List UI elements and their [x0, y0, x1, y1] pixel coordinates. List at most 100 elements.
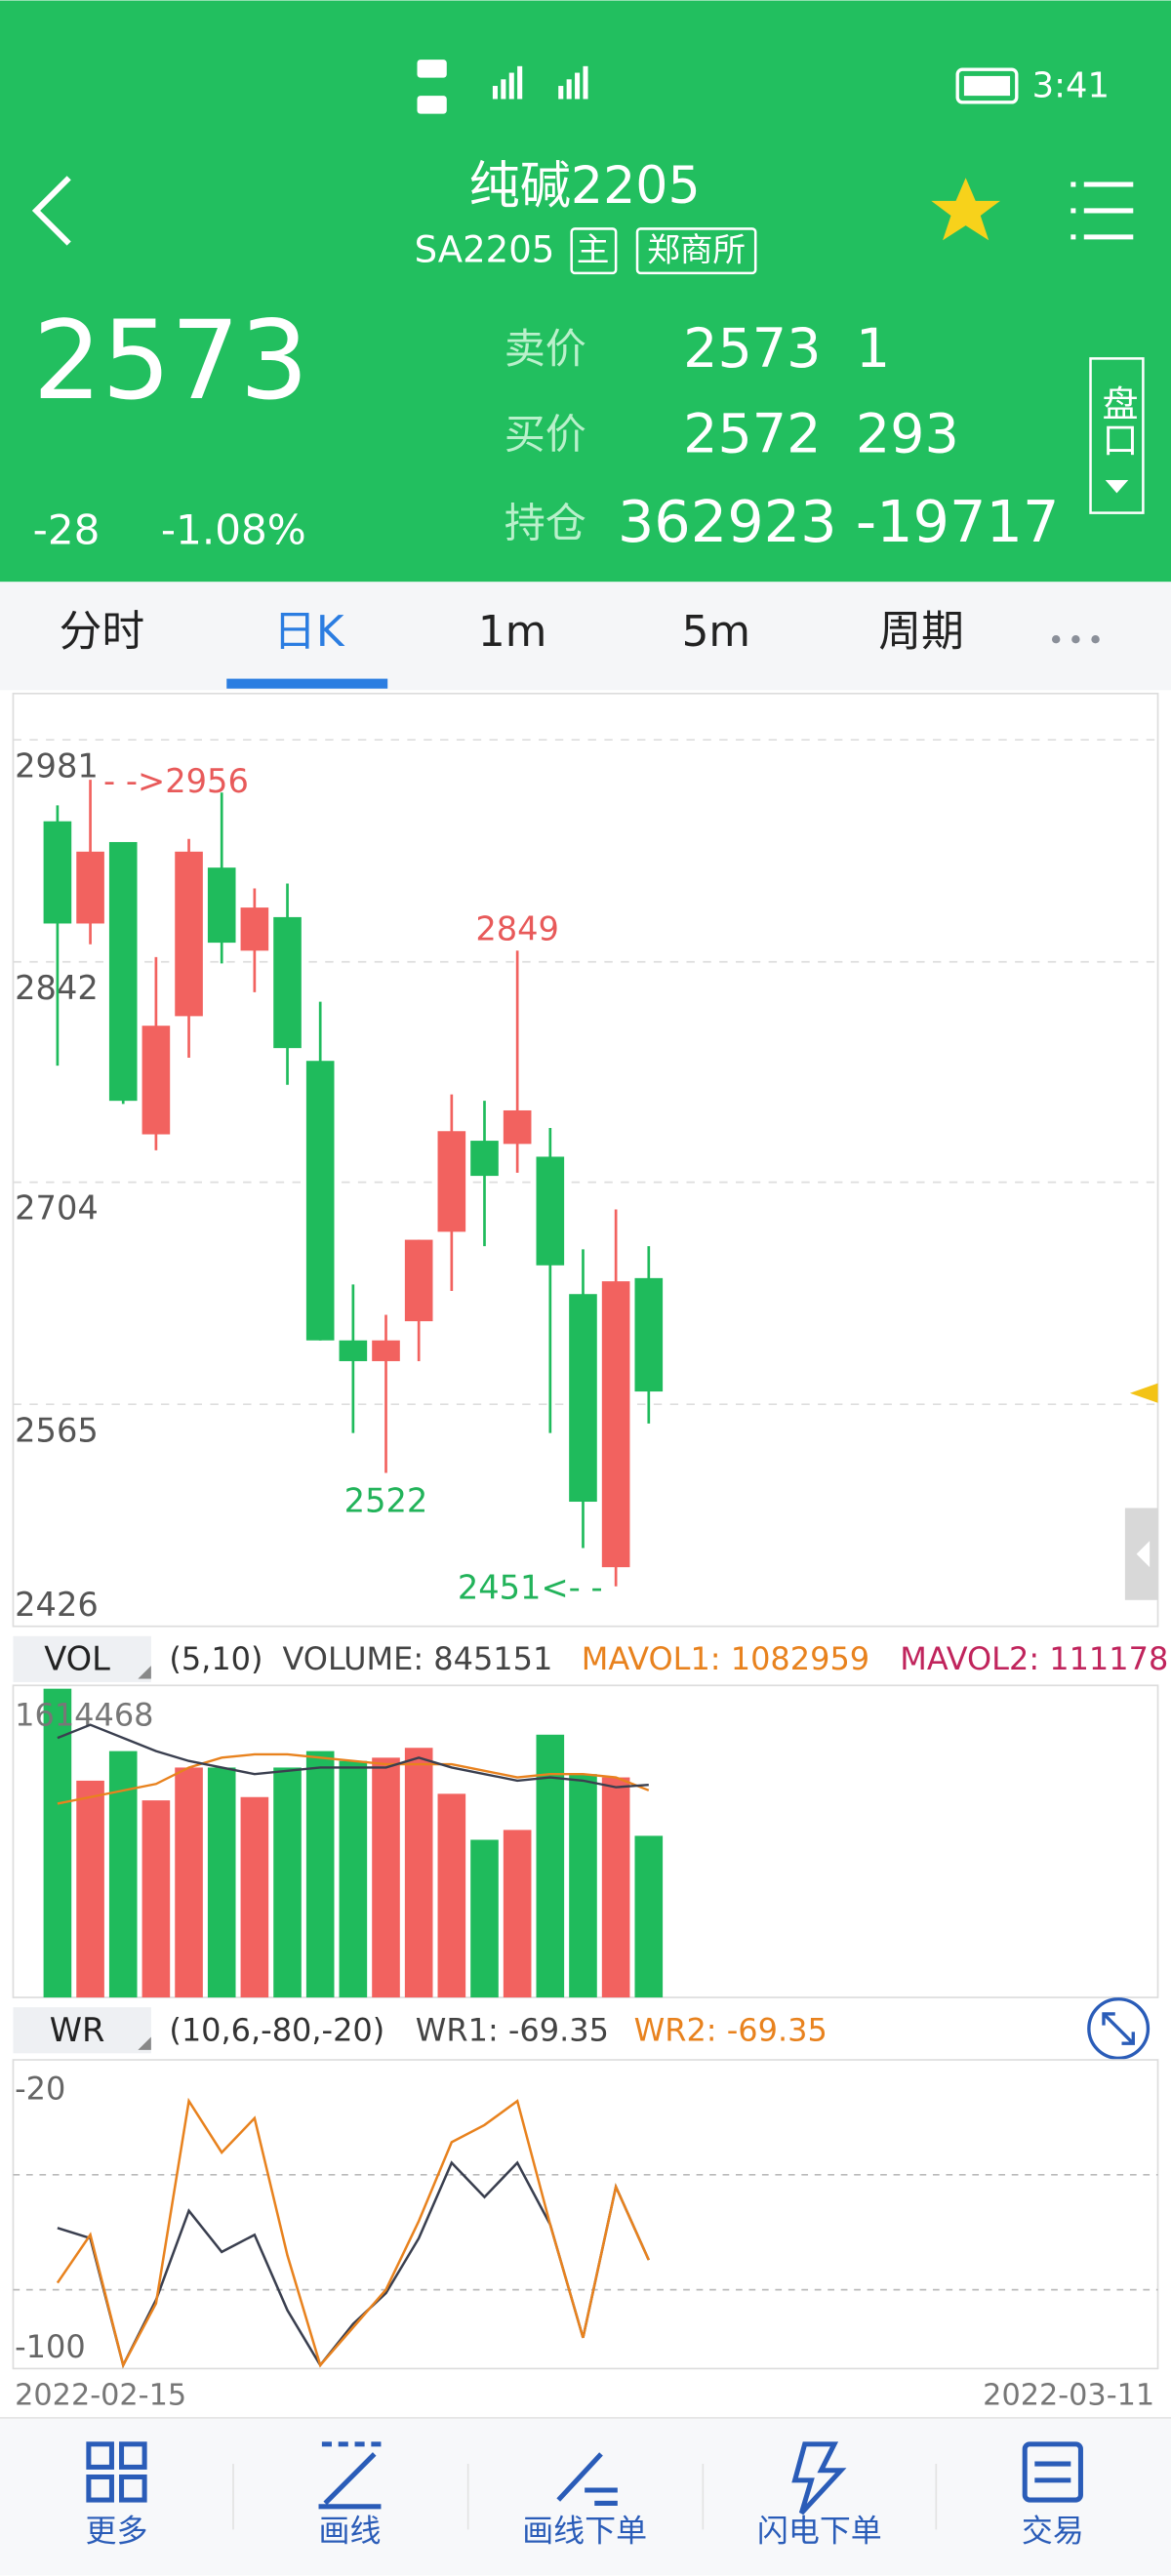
ma-line: [57, 1723, 649, 1789]
nav-item[interactable]: 交易: [1022, 2513, 1084, 2550]
tab[interactable]: 日K: [273, 607, 345, 657]
candle-body: [569, 1294, 597, 1503]
nav-item[interactable]: 画线下单: [522, 2513, 647, 2550]
panel-button[interactable]: [1089, 357, 1145, 514]
candle-body: [108, 841, 138, 1102]
price-change-pct: -1.08%: [161, 505, 306, 553]
candle-body: [339, 1340, 368, 1361]
candle-body: [207, 867, 236, 944]
panel-title: WR: [50, 2011, 105, 2049]
expand-button[interactable]: [1087, 1997, 1151, 2061]
tab[interactable]: 周期: [878, 607, 964, 657]
tag-box: [570, 227, 618, 275]
volume-bar: [470, 1839, 499, 1998]
tag-box: [635, 227, 757, 275]
volume-bar: [76, 1780, 104, 1998]
panel-title: VOL: [44, 1640, 110, 1678]
candle-body: [141, 1026, 171, 1135]
tab-indicator: [226, 678, 388, 689]
panel-params: (10,6,-80,-20): [169, 2011, 384, 2048]
oi-change: -19717: [856, 488, 1060, 555]
wr1-value: WR1: -69.35: [416, 2011, 609, 2048]
nav-item[interactable]: 闪电下单: [757, 2513, 882, 2550]
candle-body: [404, 1239, 433, 1322]
price-annotation: - ->2956: [103, 762, 249, 800]
volume-bar: [273, 1767, 302, 1998]
price-annotation: 2522: [344, 1481, 428, 1519]
wr-title-corner: [138, 2036, 151, 2050]
nav-item[interactable]: 更多: [86, 2513, 148, 2550]
side-handle-arrow: [1136, 1541, 1151, 1568]
last-price: 2573: [33, 299, 309, 424]
vol-title-bg: [13, 1635, 151, 1682]
y-tick-label: 2565: [15, 1411, 99, 1449]
candle-body: [470, 1141, 499, 1177]
volume-bar: [404, 1748, 433, 1998]
candle-body: [76, 851, 104, 924]
x-tick-label: 2022-02-15: [15, 2379, 186, 2413]
candle-body: [305, 1061, 335, 1341]
mavol2-value: MAVOL2: 111178: [900, 1640, 1168, 1677]
candle-body: [634, 1277, 664, 1392]
volume-bar: [569, 1774, 597, 1998]
volume-bar: [372, 1757, 400, 1998]
y-tick-label: 2426: [15, 1586, 99, 1624]
bid-label: 买价: [505, 411, 586, 459]
y-tick-label: 2704: [15, 1189, 99, 1228]
volume-bar: [175, 1767, 203, 1998]
volume-bar: [503, 1830, 532, 1998]
candle-body: [601, 1281, 630, 1568]
wr2-value: WR2: -69.35: [634, 2011, 828, 2048]
nav-item[interactable]: 画线: [319, 2513, 382, 2550]
ma-line: [57, 1752, 650, 1805]
volume-bar: [339, 1760, 368, 1998]
volume-bar: [141, 1800, 171, 1998]
candle-body: [503, 1109, 532, 1145]
volume-bar: [207, 1767, 236, 1998]
menu-button[interactable]: [1070, 181, 1134, 240]
vol-title-corner: [138, 1666, 151, 1679]
tab[interactable]: 5m: [682, 607, 750, 657]
tab-bar: [0, 582, 1171, 691]
tab[interactable]: 分时: [60, 607, 145, 657]
bid-volume: 293: [856, 402, 959, 465]
y-tick-label: -20: [15, 2071, 65, 2108]
price-annotation: 2849: [475, 910, 559, 948]
favorite-star[interactable]: [931, 178, 1000, 241]
candle-body: [437, 1131, 466, 1232]
more-tabs[interactable]: [1051, 634, 1100, 644]
volume-bar: [601, 1777, 630, 1998]
tab[interactable]: 1m: [478, 607, 546, 657]
status-time: 3:41: [1032, 66, 1110, 106]
volume-bar: [305, 1751, 335, 1998]
panel-params: (5,10): [169, 1640, 262, 1677]
candle-body: [536, 1156, 565, 1266]
volume-bar: [240, 1796, 269, 1998]
ask-label: 卖价: [505, 325, 586, 373]
candle-body: [372, 1340, 400, 1361]
wr-panel: [12, 2059, 1159, 2370]
volume-bar: [437, 1793, 466, 1998]
tag-exchange: 郑商所: [647, 231, 746, 269]
contract-title: 纯碱2205: [469, 157, 701, 216]
x-tick-label: 2022-03-11: [983, 2379, 1154, 2413]
wr-title-bg: [13, 2007, 151, 2054]
bottom-nav: [0, 2417, 1171, 2576]
ask-volume: 1: [856, 317, 890, 381]
panel-button-label: 盘口: [1096, 384, 1138, 457]
candle-body: [273, 916, 302, 1049]
status-icons: [417, 60, 1019, 114]
nav-dividers: [232, 2464, 938, 2530]
back-button[interactable]: [31, 176, 71, 246]
current-price-marker: [1129, 1383, 1158, 1403]
open-interest: 362923: [618, 488, 837, 555]
price-annotation: 2451<- -: [458, 1569, 603, 1607]
candle-body: [240, 907, 269, 951]
y-tick-label: -100: [15, 2328, 86, 2365]
contract-code: SA2205: [415, 229, 555, 271]
panel-arrow: [1105, 479, 1129, 494]
y-tick-label: 2981: [15, 746, 99, 785]
volume-bar: [634, 1835, 664, 1998]
volume-bar: [43, 1688, 72, 1998]
